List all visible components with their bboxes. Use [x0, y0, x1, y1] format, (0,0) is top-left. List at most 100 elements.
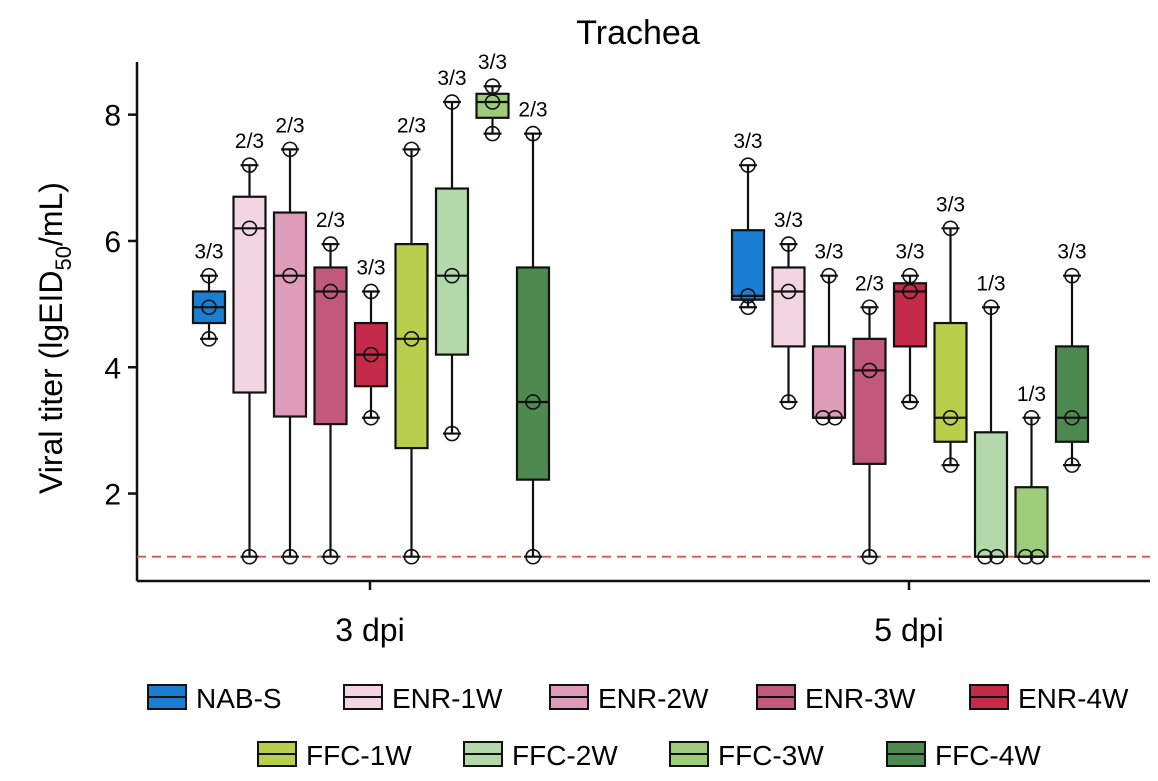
- box-enr-1w-5-dpi: [771, 236, 806, 410]
- box-body: [973, 431, 1009, 558]
- data-point: [282, 267, 298, 284]
- box-enr-3w-5-dpi: [852, 299, 887, 565]
- data-point: [241, 157, 258, 173]
- data-point: [989, 548, 1005, 565]
- boxes-layer: [191, 78, 1090, 565]
- data-point: [363, 346, 379, 363]
- box-enr-3w-3-dpi: [313, 236, 348, 565]
- legend-label: ENR-4W: [1018, 683, 1129, 714]
- data-point: [403, 331, 420, 347]
- positive-ratio-labels: 3/3 2/3 2/3 2/3 3/3 2/3 3/3 3/3 2/3 3/3 3/3 3/3 2/3 3…: [194, 51, 1086, 406]
- data-point: [740, 299, 756, 316]
- legend-item-enr-4w: ENR-4W: [969, 683, 1129, 714]
- positive-ratio-label: 3/3: [437, 67, 466, 90]
- box-enr-2w-3-dpi: [272, 141, 308, 565]
- data-point: [902, 267, 918, 284]
- legend-label: ENR-1W: [392, 683, 503, 714]
- legend-label: ENR-3W: [805, 683, 916, 714]
- box-body: [1054, 345, 1090, 443]
- legend-item-enr-2w: ENR-2W: [549, 683, 709, 714]
- data-point: [403, 141, 420, 158]
- data-point: [363, 409, 379, 426]
- data-point: [1064, 267, 1080, 284]
- data-point: [484, 125, 501, 142]
- x-tick-label: 3 dpi: [335, 612, 404, 648]
- box-nab-s-5-dpi: [730, 157, 766, 316]
- data-point: [444, 267, 460, 284]
- data-point: [1064, 457, 1080, 473]
- box-body: [232, 195, 267, 394]
- legend-label: NAB-S: [196, 683, 282, 714]
- data-point: [902, 394, 918, 410]
- box-body: [852, 337, 887, 465]
- positive-ratio-label: 3/3: [1057, 241, 1086, 264]
- data-point: [942, 409, 959, 426]
- data-point: [282, 548, 298, 565]
- positive-ratio-label: 1/3: [1017, 383, 1046, 406]
- box-body: [892, 282, 928, 348]
- data-point: [322, 283, 339, 300]
- positive-ratio-label: 3/3: [774, 209, 803, 232]
- legend-label: FFC-1W: [306, 740, 412, 771]
- data-point: [861, 299, 878, 316]
- data-point: [1017, 548, 1034, 565]
- positive-ratio-label: 2/3: [275, 114, 304, 137]
- data-point: [1023, 409, 1040, 426]
- y-axis-label: Viral titer (lgEID50/mL): [33, 182, 76, 494]
- positive-ratio-label: 2/3: [855, 272, 884, 295]
- data-point: [525, 125, 541, 142]
- data-point: [363, 283, 379, 300]
- legend-item-nab-s: NAB-S: [147, 683, 282, 714]
- legend-label: ENR-2W: [598, 683, 709, 714]
- box-body: [515, 266, 551, 481]
- data-point: [444, 425, 460, 442]
- data-point: [403, 548, 420, 565]
- data-point: [241, 548, 258, 565]
- positive-ratio-label: 3/3: [814, 241, 843, 264]
- box-body: [771, 266, 806, 348]
- box-body: [272, 211, 308, 418]
- data-point: [525, 394, 541, 410]
- box-ffc-2w-3-dpi: [434, 94, 470, 442]
- box-body: [933, 321, 968, 443]
- box-body: [313, 266, 348, 426]
- box-ffc-4w-5-dpi: [1054, 267, 1090, 473]
- positive-ratio-label: 1/3: [976, 272, 1005, 295]
- positive-ratio-label: 2/3: [518, 99, 547, 122]
- data-point: [827, 409, 843, 426]
- box-ffc-1w-5-dpi: [933, 220, 968, 473]
- axes: 2 4 6 8 3 dpi 5 dpi: [104, 62, 1150, 648]
- positive-ratio-label: 2/3: [316, 209, 345, 232]
- legend-item-ffc-2w: FFC-2W: [463, 740, 618, 771]
- box-body: [475, 92, 510, 119]
- legend-label: FFC-2W: [512, 740, 618, 771]
- legend-item-ffc-4w: FFC-4W: [886, 740, 1041, 771]
- positive-ratio-label: 3/3: [194, 241, 223, 264]
- data-point: [444, 94, 460, 110]
- data-point: [282, 141, 298, 158]
- data-point: [201, 331, 217, 347]
- box-ffc-3w-5-dpi: [1014, 409, 1049, 565]
- legend-label: FFC-3W: [718, 740, 824, 771]
- box-ffc-1w-3-dpi: [394, 141, 429, 565]
- data-point: [740, 157, 756, 173]
- y-tick-label: 4: [104, 352, 121, 385]
- data-point: [484, 78, 501, 95]
- data-point: [241, 220, 258, 237]
- positive-ratio-label: 2/3: [235, 130, 264, 153]
- y-tick-label: 8: [104, 100, 121, 133]
- data-point: [861, 548, 878, 565]
- legend: NAB-S ENR-1W ENR-2W ENR-3W ENR-4W FFC-1W FFC-2…: [147, 683, 1129, 771]
- data-point: [484, 94, 501, 110]
- data-point: [942, 220, 959, 237]
- box-enr-1w-3-dpi: [232, 157, 267, 565]
- legend-item-ffc-1w: FFC-1W: [257, 740, 412, 771]
- data-point: [525, 548, 541, 565]
- data-point: [780, 236, 797, 252]
- legend-item-enr-1w: ENR-1W: [343, 683, 503, 714]
- box-nab-s-3-dpi: [191, 267, 227, 347]
- box-ffc-2w-5-dpi: [973, 299, 1009, 565]
- data-point: [815, 409, 831, 426]
- data-point: [1029, 548, 1046, 565]
